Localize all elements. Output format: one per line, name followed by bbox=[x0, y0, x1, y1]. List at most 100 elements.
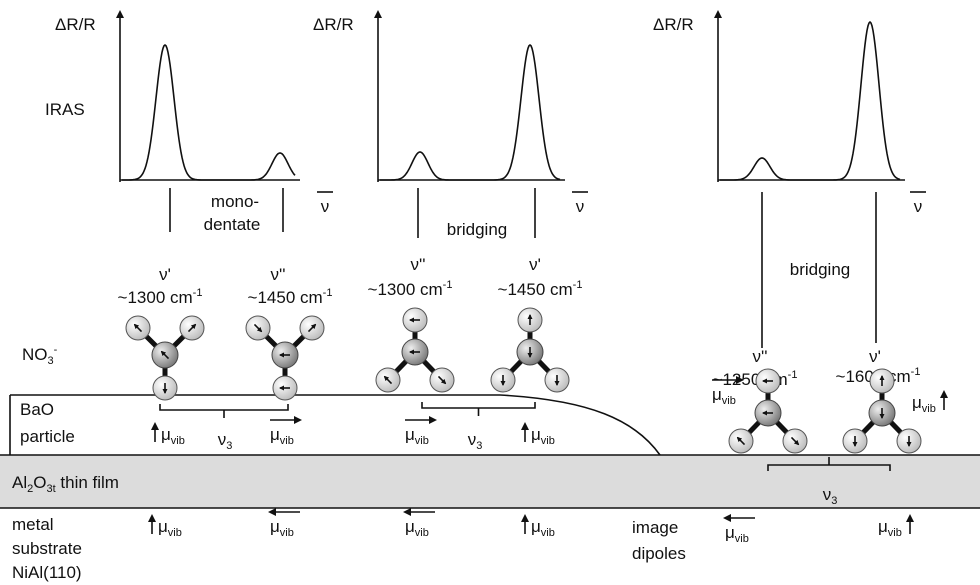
wavenumber: ~1450 cm-1 bbox=[498, 279, 583, 299]
dipole-label-part: μ bbox=[161, 425, 171, 444]
wavenumber: ~1250 cm-1 bbox=[713, 369, 798, 389]
film-label-part: thin film bbox=[56, 473, 119, 492]
wavenumber-part: -1 bbox=[323, 287, 333, 299]
wavenumber-part: -1 bbox=[911, 366, 921, 378]
spectrum bbox=[720, 20, 901, 181]
dipole-label-part: vib bbox=[415, 527, 429, 539]
substrate-label: metal bbox=[12, 515, 54, 534]
substrate-label: substrate bbox=[12, 539, 82, 558]
wavenumber-part: ~1300 cm bbox=[118, 288, 193, 307]
dipole-label-part: vib bbox=[888, 527, 902, 539]
vibration-arrow bbox=[187, 323, 197, 333]
mode-label: ν'' bbox=[411, 255, 426, 274]
nu3-label-part: ν bbox=[218, 430, 227, 449]
dipole-label-part: μ bbox=[270, 425, 280, 444]
dipole-label: μvib bbox=[405, 425, 429, 447]
wavenumber-part: -1 bbox=[573, 279, 583, 291]
spectrum bbox=[380, 43, 561, 181]
nu3-label-part: 3 bbox=[831, 495, 837, 507]
binding-type: bridging bbox=[447, 220, 508, 239]
adsorbate-part: - bbox=[54, 344, 58, 356]
wavenumber-part: ~1300 cm bbox=[368, 280, 443, 299]
wavenumber-part: -1 bbox=[788, 369, 798, 381]
dipole-label-part: μ bbox=[878, 517, 888, 536]
dipole-label: μvib bbox=[270, 517, 294, 539]
dipole-label: μvib bbox=[878, 517, 902, 539]
nu3-label-part: ν bbox=[468, 430, 477, 449]
mode-label: ν' bbox=[159, 265, 171, 284]
dipole-label-part: μ bbox=[725, 523, 735, 542]
dipole-label-part: μ bbox=[531, 517, 541, 536]
particle-label: particle bbox=[20, 427, 75, 446]
vibration-arrow bbox=[160, 350, 170, 360]
mode-label: ν'' bbox=[753, 347, 768, 366]
adsorbate: NO3- bbox=[22, 344, 58, 367]
vibration-arrow bbox=[790, 436, 800, 446]
adsorbate-part: 3 bbox=[48, 355, 54, 367]
nu3-label-part: ν bbox=[823, 485, 832, 504]
wavenumber: ~1300 cm-1 bbox=[118, 287, 203, 307]
dipole-label: μvib bbox=[161, 425, 185, 447]
dipole-label: μvib bbox=[712, 385, 736, 407]
nu3-label: ν3 bbox=[823, 485, 838, 507]
dipole-label-part: μ bbox=[531, 425, 541, 444]
nu3-label: ν3 bbox=[468, 430, 483, 452]
dipole-label-part: vib bbox=[735, 533, 749, 545]
vibration-arrow bbox=[736, 436, 746, 446]
dipole-label-part: μ bbox=[158, 517, 168, 536]
dipole-label-part: vib bbox=[541, 527, 555, 539]
dipole-label-part: vib bbox=[171, 435, 185, 447]
dipole-label-part: vib bbox=[280, 527, 294, 539]
vibration-arrow bbox=[253, 323, 263, 333]
dipole-label-part: μ bbox=[405, 517, 415, 536]
dipole-label-part: vib bbox=[280, 435, 294, 447]
x-axis-label: ν bbox=[576, 197, 585, 216]
adsorbate-part: NO bbox=[22, 345, 48, 364]
y-axis-label: ΔR/R bbox=[313, 15, 354, 34]
dipole-label-part: vib bbox=[541, 435, 555, 447]
x-axis-label: ν bbox=[914, 197, 923, 216]
mode-label: ν' bbox=[869, 347, 881, 366]
x-axis-label: ν bbox=[321, 197, 330, 216]
film-layer bbox=[0, 455, 980, 508]
film-label-part: Al bbox=[12, 473, 27, 492]
bao-particle bbox=[10, 394, 661, 456]
dipole-label: μvib bbox=[270, 425, 294, 447]
film-label-part: 3t bbox=[46, 483, 55, 495]
wavenumber: ~1450 cm-1 bbox=[248, 287, 333, 307]
image-dipoles-label: dipoles bbox=[632, 544, 686, 563]
wavenumber-part: ~1450 cm bbox=[248, 288, 323, 307]
wavenumber: ~1300 cm-1 bbox=[368, 279, 453, 299]
dipole-label-part: vib bbox=[922, 403, 936, 415]
dipole-label: μvib bbox=[405, 517, 429, 539]
binding-type: dentate bbox=[204, 215, 261, 234]
nu3-label-part: 3 bbox=[476, 440, 482, 452]
binding-type: bridging bbox=[790, 260, 851, 279]
dipole-label: μvib bbox=[531, 425, 555, 447]
dipole-label-part: vib bbox=[722, 395, 736, 407]
molecule bbox=[842, 368, 922, 454]
binding-type: mono- bbox=[211, 192, 259, 211]
dipole-label-part: vib bbox=[415, 435, 429, 447]
image-dipoles-label: image bbox=[632, 518, 678, 537]
substrate-label: NiAl(110) bbox=[12, 563, 82, 582]
nu3-bracket bbox=[421, 402, 536, 409]
y-axis-label: ΔR/R bbox=[653, 15, 694, 34]
nu3-label: ν3 bbox=[218, 430, 233, 452]
nu3-bracket bbox=[159, 404, 289, 411]
vibration-arrow bbox=[383, 375, 393, 385]
y-axis-label: ΔR/R bbox=[55, 15, 96, 34]
dipole-label: μvib bbox=[531, 517, 555, 539]
dipole-label: μvib bbox=[912, 393, 936, 415]
dipole-label-part: μ bbox=[712, 385, 722, 404]
dipole-label: μvib bbox=[725, 523, 749, 545]
dipole-label-part: vib bbox=[168, 527, 182, 539]
vibration-arrow bbox=[437, 375, 447, 385]
vibration-arrow bbox=[133, 323, 143, 333]
dipole-label-part: μ bbox=[912, 393, 922, 412]
mode-label: ν' bbox=[529, 255, 541, 274]
wavenumber-part: -1 bbox=[193, 287, 203, 299]
film-label: Al2O3t thin film bbox=[12, 473, 119, 495]
spectrum bbox=[122, 43, 296, 181]
